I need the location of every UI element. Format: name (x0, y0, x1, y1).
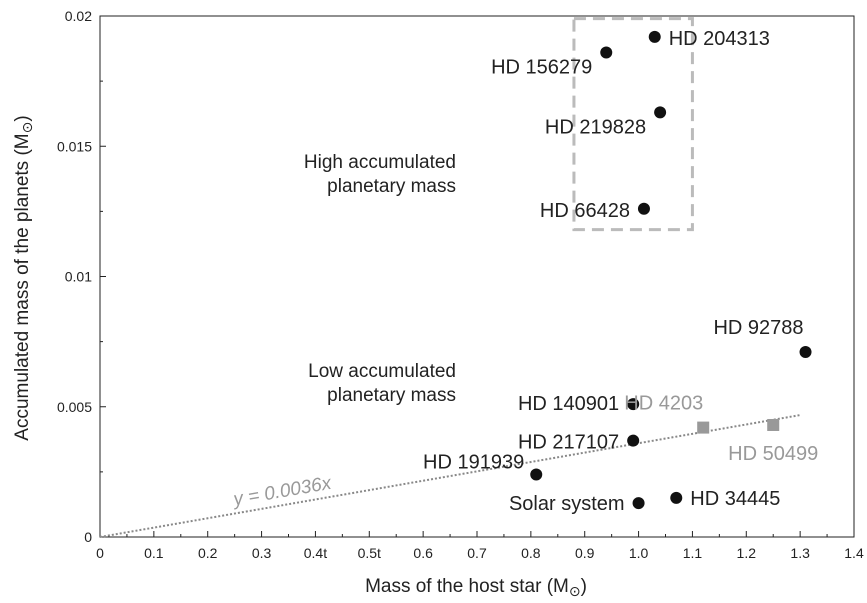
x-tick-label: 0 (96, 545, 104, 561)
data-point (600, 46, 613, 59)
x-tick-label: 0.9 (575, 545, 595, 561)
annotation-text: High accumulated planetary mass (304, 152, 456, 197)
annotation-line: planetary mass (327, 385, 456, 406)
y-axis-title: Accumulated mass of the planets (M⊙) (12, 115, 35, 440)
point-label: HD 219828 (545, 116, 646, 138)
data-point-square (767, 418, 780, 431)
points (530, 30, 812, 510)
x-tick-label: 1.2 (737, 545, 757, 561)
point-label: HD 140901 (518, 393, 619, 415)
data-point (670, 491, 683, 504)
annotation-line: planetary mass (327, 176, 456, 197)
x-tick-label: 1.3 (790, 545, 810, 561)
annotation-line: High accumulated (304, 152, 456, 173)
x-tick-label: 0.6 (413, 545, 433, 561)
y-tick-label: 0 (84, 529, 92, 545)
y-tick-label: 0.015 (57, 138, 92, 154)
point-label: Solar system (509, 493, 625, 515)
region-box-group (572, 17, 694, 232)
x-tick-label: 0.7 (467, 545, 487, 561)
point-label: HD 66428 (540, 200, 630, 222)
annotation-line: Low accumulated (308, 361, 456, 382)
x-tick-label: 0.3 (252, 545, 272, 561)
x-tick-label: 1.0 (629, 545, 649, 561)
point-label: HD 92788 (713, 317, 803, 339)
data-point (627, 434, 640, 447)
data-point (632, 497, 645, 510)
point-label: HD 50499 (728, 443, 818, 465)
point-label: HD 156279 (491, 56, 592, 78)
data-point (627, 398, 640, 411)
fit-line (99, 414, 801, 538)
data-point (799, 346, 812, 359)
point-label: HD 191939 (423, 451, 524, 473)
x-tick-label: 1.4 (844, 545, 864, 561)
x-tick-label: 1.1 (683, 545, 703, 561)
fit-line-group: y = 0.0036x (99, 414, 801, 538)
annotation-text: Low accumulated planetary mass (308, 361, 456, 406)
axes: 0 0.1 0.2 0.3 0.4t 0.5t 0.6 0.7 0.8 0.9 1.0 1.1 1.2 1… (57, 8, 864, 561)
data-point (530, 468, 543, 481)
point-label: HD 4203 (624, 393, 703, 415)
x-tick-label: 0.8 (521, 545, 541, 561)
point-label: HD 217107 (518, 432, 619, 454)
y-tick-label: 0.02 (65, 8, 92, 24)
x-tick-label: 0.2 (198, 545, 218, 561)
y-tick-label: 0.01 (65, 269, 92, 285)
data-point-square (697, 421, 710, 434)
data-point (637, 202, 650, 215)
high-mass-region-box (572, 17, 694, 232)
data-point (654, 106, 667, 119)
point-label: HD 204313 (669, 28, 770, 50)
x-axis-title: Mass of the host star (M⊙) (365, 576, 587, 599)
point-label: HD 34445 (690, 488, 780, 510)
point-labels: HD 204313 HD 156279 HD 219828 HD 66428 HD 92… (423, 28, 818, 515)
y-tick-label: 0.005 (57, 399, 92, 415)
x-tick-label: 0.1 (144, 545, 164, 561)
x-tick-label: 0.5t (358, 545, 381, 561)
x-tick-label: 0.4t (304, 545, 327, 561)
data-point (648, 30, 661, 43)
